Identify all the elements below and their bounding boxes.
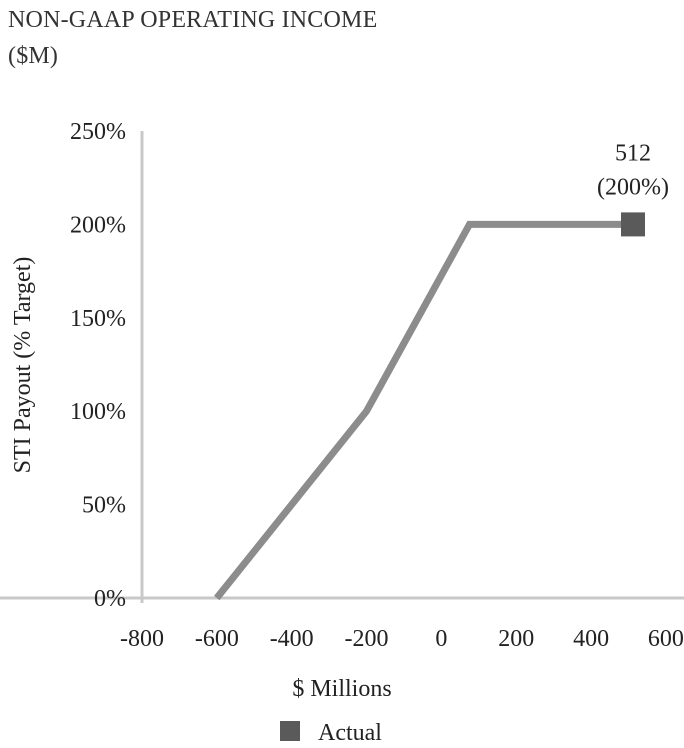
y-tick-label: 100% [70, 399, 126, 425]
x-tick-label: -200 [345, 626, 389, 652]
x-tick-label: 0 [435, 626, 447, 652]
legend: Actual [280, 720, 382, 746]
y-tick-label: 200% [70, 212, 126, 238]
actual-point-marker [621, 212, 645, 237]
chart-title: NON-GAAP OPERATING INCOME ($M) [8, 2, 377, 74]
x-tick-label: -400 [270, 626, 314, 652]
x-tick-label: 600 [648, 626, 684, 652]
y-axis-title: STI Payout (% Target) [10, 257, 36, 474]
y-tick-label: 0% [94, 586, 126, 612]
chart-title-line-1: NON-GAAP OPERATING INCOME [8, 7, 378, 33]
legend-marker-actual [280, 721, 300, 741]
chart-axes [0, 131, 684, 603]
legend-label-actual: Actual [318, 720, 382, 746]
x-tick-label: -800 [120, 626, 164, 652]
chart-series [214, 212, 645, 601]
x-tick-label: 400 [573, 626, 609, 652]
y-tick-label: 250% [70, 119, 126, 145]
payout-curve-line [214, 220, 633, 601]
x-tick-label: 200 [498, 626, 534, 652]
actual-data-label: 512 [615, 140, 651, 166]
chart-title-line-2: ($M) [8, 43, 59, 69]
y-tick-label: 50% [82, 493, 126, 519]
x-tick-label: -600 [195, 626, 239, 652]
x-axis-title: $ Millions [292, 676, 391, 702]
chart-labels: 0% 50% 100% 150% 200% 250% -800 -600 -400 -200 0 20… [70, 119, 684, 652]
actual-data-label: (200%) [597, 174, 669, 200]
y-tick-label: 150% [70, 306, 126, 332]
